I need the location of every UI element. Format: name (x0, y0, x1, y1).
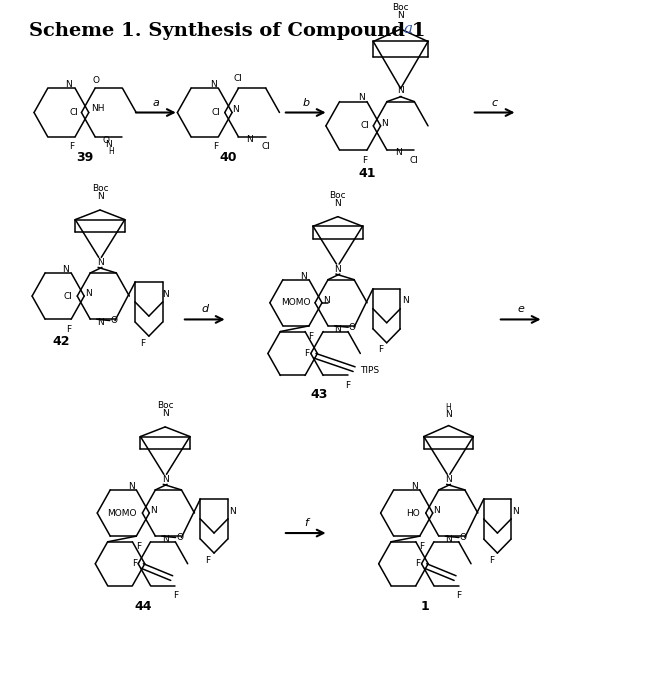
Text: N: N (97, 192, 103, 201)
Text: c: c (491, 97, 498, 107)
Text: Cl: Cl (234, 74, 243, 82)
Text: N: N (210, 80, 217, 89)
Text: N: N (411, 482, 418, 491)
Text: a: a (403, 22, 413, 37)
Text: N: N (334, 265, 341, 274)
Text: N: N (397, 86, 404, 95)
Text: Boc: Boc (330, 191, 346, 200)
Text: F: F (136, 542, 141, 552)
Text: F: F (456, 592, 461, 600)
Text: O: O (103, 136, 110, 145)
Text: Cl: Cl (212, 108, 220, 117)
Text: Cl: Cl (64, 291, 72, 301)
Text: F: F (378, 345, 384, 354)
Text: O: O (176, 533, 183, 542)
Text: N: N (65, 80, 72, 89)
Text: N: N (229, 506, 236, 516)
Text: MOMO: MOMO (107, 508, 136, 518)
Text: N: N (97, 258, 103, 267)
Text: MOMO: MOMO (281, 298, 310, 308)
Text: N: N (162, 475, 169, 484)
Text: 39: 39 (76, 151, 94, 164)
Text: N: N (162, 409, 169, 418)
Text: F: F (304, 349, 309, 358)
Text: N: N (105, 141, 112, 149)
Text: N: N (162, 289, 169, 299)
Text: Boc: Boc (392, 3, 409, 12)
Text: d: d (201, 304, 208, 314)
Text: F: F (489, 556, 494, 564)
Text: N: N (358, 93, 365, 102)
Text: H: H (445, 403, 451, 412)
Text: F: F (308, 332, 313, 341)
Text: F: F (346, 381, 350, 390)
Text: TIPS: TIPS (360, 366, 379, 375)
Text: N: N (97, 318, 104, 327)
Text: N: N (323, 295, 330, 305)
Text: e: e (517, 304, 524, 314)
Text: F: F (415, 559, 420, 569)
Text: F: F (69, 143, 74, 151)
Text: 44: 44 (134, 600, 152, 613)
Text: O: O (93, 76, 100, 84)
Text: N: N (512, 506, 519, 516)
Text: F: F (362, 155, 367, 165)
Text: 1: 1 (420, 600, 429, 613)
Text: Cl: Cl (70, 108, 78, 117)
Text: F: F (419, 542, 424, 552)
Text: Boc: Boc (92, 184, 108, 193)
Text: N: N (402, 296, 409, 306)
Text: N: N (246, 135, 253, 144)
Text: Cl: Cl (360, 122, 369, 130)
Text: HO: HO (406, 508, 420, 518)
Text: 43: 43 (310, 387, 327, 401)
Text: Cl: Cl (410, 155, 419, 165)
Text: H: H (108, 147, 114, 156)
Text: F: F (206, 556, 211, 564)
Text: N: N (381, 119, 388, 128)
Text: N: N (233, 105, 239, 114)
Text: N: N (445, 410, 452, 419)
Text: Cl: Cl (261, 143, 270, 151)
Text: N: N (334, 324, 341, 334)
Text: F: F (132, 559, 137, 569)
Text: F: F (214, 143, 218, 151)
Text: O: O (459, 533, 466, 542)
Text: N: N (85, 289, 92, 298)
Text: N: N (445, 535, 452, 544)
Text: F: F (173, 592, 178, 600)
Text: b: b (302, 97, 309, 107)
Text: N: N (395, 148, 401, 158)
Text: N: N (334, 199, 341, 208)
Text: f: f (304, 518, 307, 528)
Text: NH: NH (91, 104, 104, 113)
Text: Scheme 1. Synthesis of Compound 1: Scheme 1. Synthesis of Compound 1 (29, 22, 425, 41)
Text: N: N (300, 272, 307, 281)
Text: N: N (150, 506, 157, 515)
Text: O: O (111, 316, 118, 325)
Text: N: N (434, 506, 440, 515)
Text: 42: 42 (53, 335, 70, 348)
Text: N: N (62, 265, 70, 274)
Text: 41: 41 (359, 167, 376, 180)
Text: N: N (127, 482, 135, 491)
Text: N: N (445, 475, 452, 484)
Text: N: N (397, 11, 404, 20)
Text: O: O (349, 322, 355, 332)
Text: F: F (141, 339, 146, 347)
Text: F: F (66, 324, 71, 334)
Text: 40: 40 (219, 151, 237, 164)
Text: Boc: Boc (157, 401, 173, 410)
Text: N: N (162, 535, 169, 544)
Text: a: a (152, 97, 159, 107)
